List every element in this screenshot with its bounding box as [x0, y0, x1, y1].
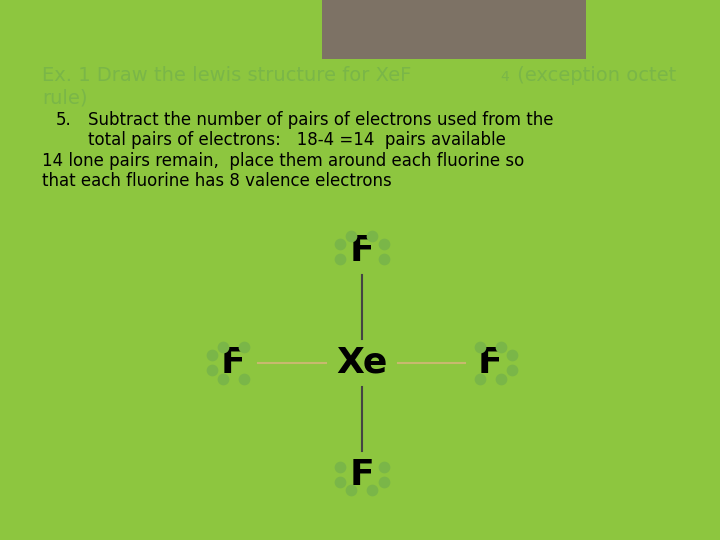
Point — [206, 366, 217, 375]
Point — [378, 478, 390, 487]
Point — [217, 343, 228, 352]
Point — [378, 254, 390, 263]
Point — [334, 463, 346, 471]
Text: 14 lone pairs remain,  place them around each fluorine so: 14 lone pairs remain, place them around … — [42, 152, 525, 170]
Text: Subtract the number of pairs of electrons used from the: Subtract the number of pairs of electron… — [89, 111, 554, 129]
Text: total pairs of electrons:   18-4 =14  pairs available: total pairs of electrons: 18-4 =14 pairs… — [89, 131, 506, 149]
Text: rule): rule) — [42, 88, 88, 107]
Point — [346, 231, 357, 240]
Bar — [323, 0, 586, 59]
Text: (exception octet: (exception octet — [511, 66, 677, 85]
Text: 5.: 5. — [55, 111, 71, 129]
Point — [366, 231, 378, 240]
Text: F: F — [221, 346, 246, 380]
Point — [217, 374, 228, 383]
Point — [506, 351, 518, 360]
Point — [334, 478, 346, 487]
Point — [474, 374, 485, 383]
Point — [334, 254, 346, 263]
Text: Xe: Xe — [336, 346, 387, 380]
Point — [378, 239, 390, 248]
Text: F: F — [349, 234, 374, 268]
Point — [366, 486, 378, 495]
Text: that each fluorine has 8 valence electrons: that each fluorine has 8 valence electro… — [42, 172, 392, 190]
Point — [378, 463, 390, 471]
Text: 4: 4 — [501, 70, 510, 84]
Point — [506, 366, 518, 375]
Point — [334, 239, 346, 248]
Text: F: F — [478, 346, 503, 380]
Point — [238, 374, 250, 383]
Text: F: F — [349, 457, 374, 491]
Point — [474, 343, 485, 352]
Point — [206, 351, 217, 360]
Point — [238, 343, 250, 352]
Point — [495, 374, 507, 383]
Text: Ex. 1 Draw the lewis structure for XeF: Ex. 1 Draw the lewis structure for XeF — [42, 66, 412, 85]
Point — [495, 343, 507, 352]
Point — [346, 486, 357, 495]
